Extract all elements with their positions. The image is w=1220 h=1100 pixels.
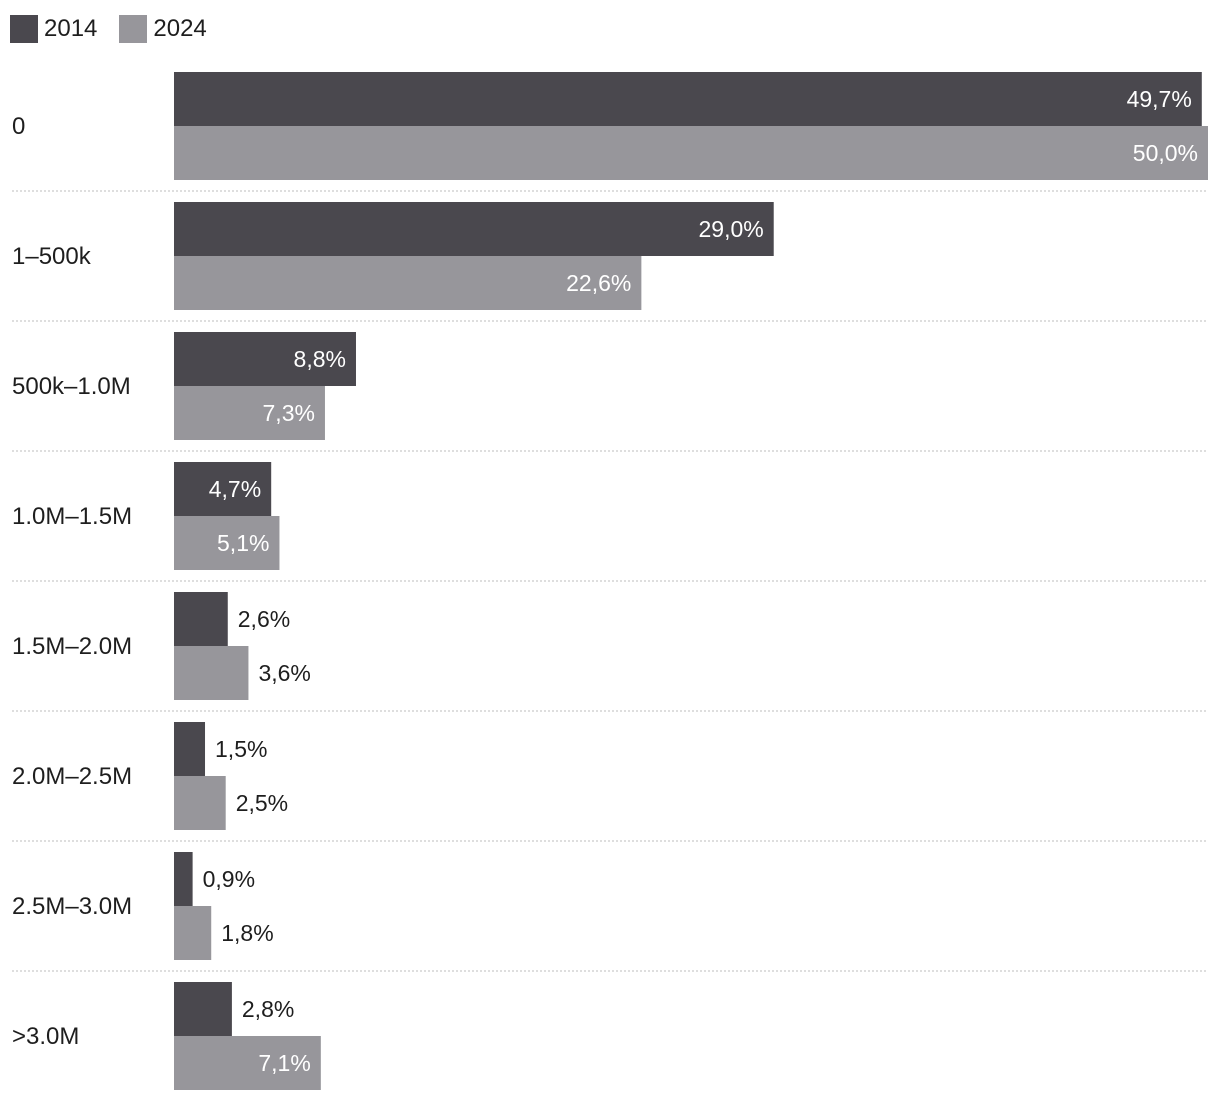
value-label-2024: 7,1% [258,1050,310,1076]
bar-2014 [174,592,228,646]
value-label-2024: 50,0% [1133,140,1198,166]
bar-2024 [174,776,226,830]
legend-label-2014: 2014 [44,15,98,42]
value-label-2024: 22,6% [566,270,631,296]
value-label-2014: 49,7% [1127,86,1192,112]
legend-swatch-2014 [10,15,38,43]
legend-item-2014: 2014 [10,15,97,43]
bar-2014 [174,332,356,386]
bar-2014 [174,72,1202,126]
bar-2024 [174,1036,321,1090]
bar-2024 [174,516,280,570]
bar-2014 [174,722,206,776]
value-label-2014: 2,8% [242,996,294,1022]
bar-2014 [174,982,232,1036]
value-label-2024: 3,6% [258,660,310,686]
bar-2014 [174,202,774,256]
bar-2024 [174,256,642,310]
category-label: 1–500k [12,243,92,270]
category-label: 1.0M–1.5M [12,503,132,530]
category-label: 1.5M–2.0M [12,633,132,660]
bar-2024 [174,906,212,960]
legend-label-2024: 2024 [153,15,207,42]
value-label-2024: 1,8% [221,920,273,946]
value-label-2024: 5,1% [217,530,269,556]
value-label-2014: 1,5% [215,736,267,762]
category-label: 500k–1.0M [12,373,131,400]
bar-2014 [174,852,193,906]
value-label-2014: 4,7% [209,476,261,502]
category-label: 2.0M–2.5M [12,763,132,790]
bar-2024 [174,646,249,700]
value-label-2014: 29,0% [699,216,764,242]
legend: 2014 2024 [10,14,229,44]
value-label-2014: 0,9% [203,866,255,892]
category-label: >3.0M [12,1023,79,1050]
value-label-2024: 7,3% [263,400,315,426]
bar-2014 [174,462,272,516]
bar-2024 [174,386,325,440]
bar-2024 [174,126,1208,180]
value-label-2024: 2,5% [236,790,288,816]
category-label: 2.5M–3.0M [12,893,132,920]
legend-swatch-2024 [119,15,148,43]
legend-item-2024: 2024 [119,15,207,43]
value-label-2014: 8,8% [294,346,346,372]
category-label: 0 [12,113,25,140]
value-label-2014: 2,6% [238,606,290,632]
